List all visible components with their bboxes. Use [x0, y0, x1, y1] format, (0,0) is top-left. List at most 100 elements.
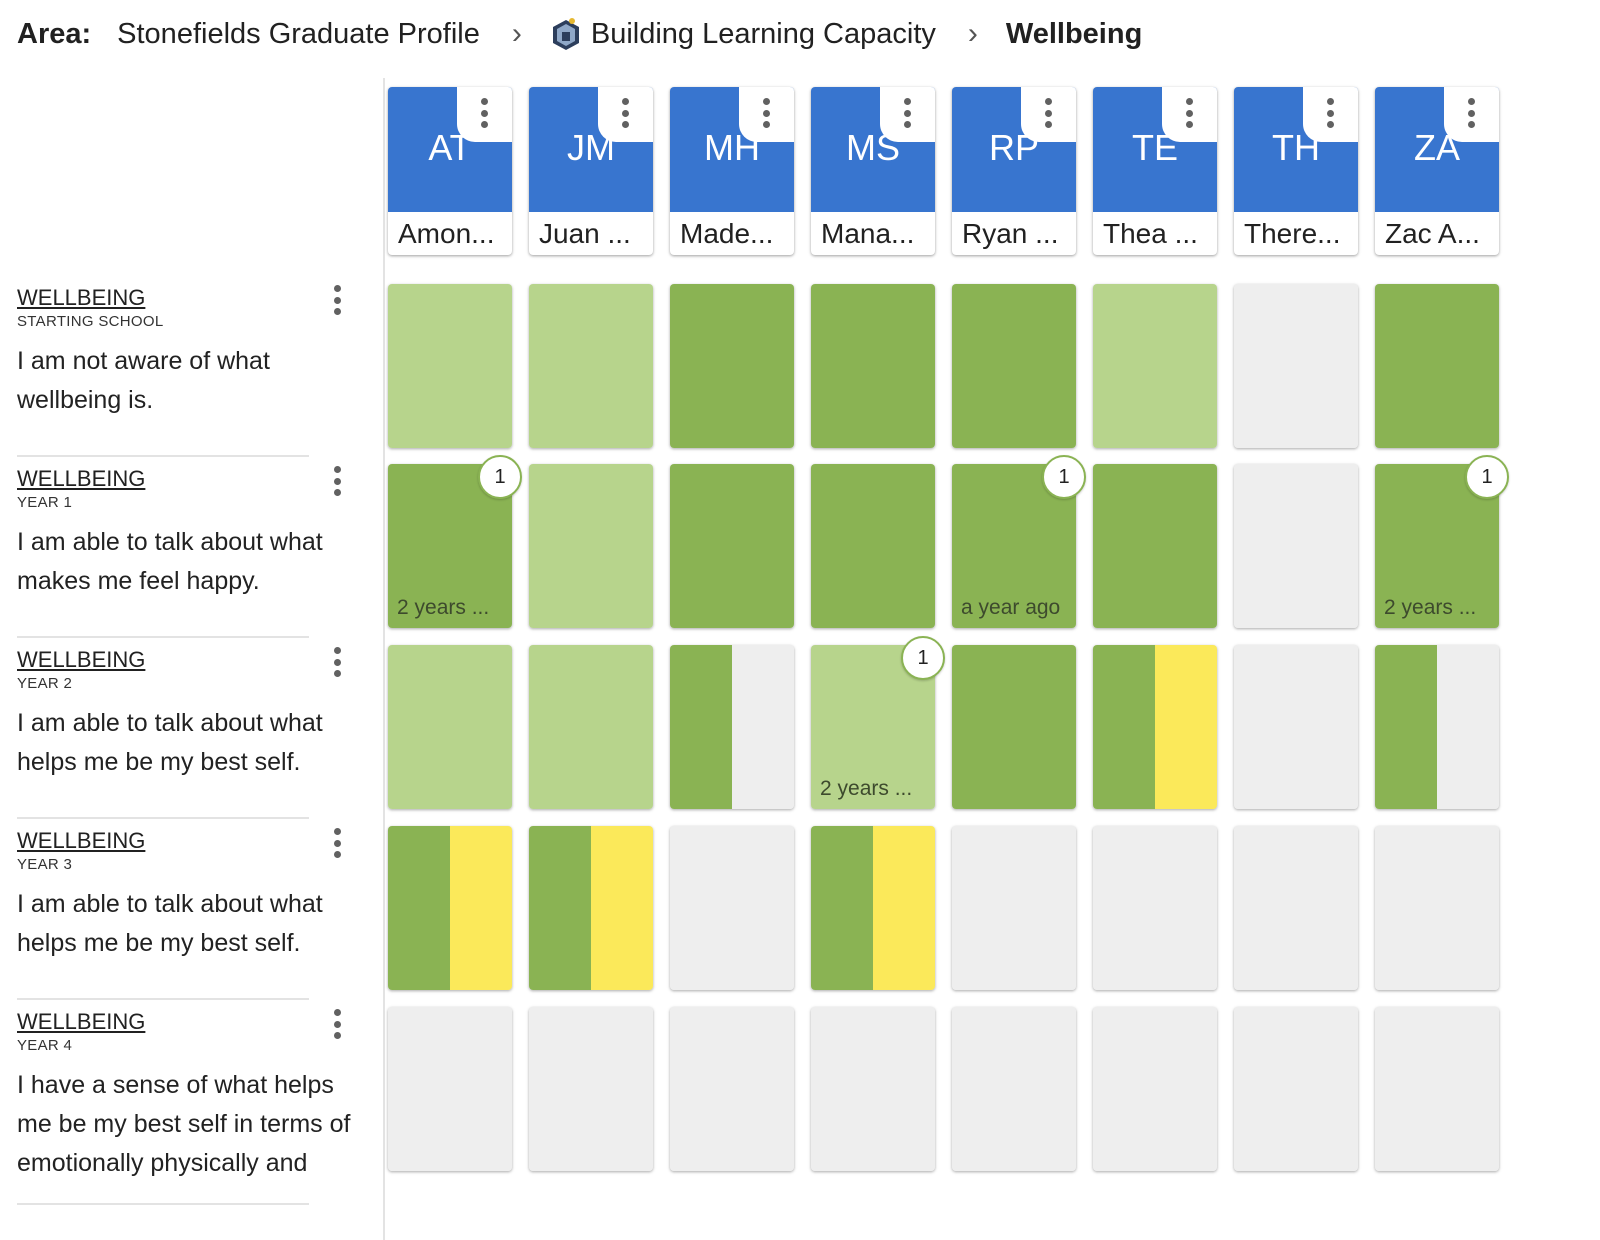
cell-fill-green-dark — [811, 284, 935, 448]
cell-fill-empty — [732, 645, 794, 809]
assessment-cell[interactable]: 2 years ... — [811, 645, 935, 809]
more-options-icon[interactable] — [474, 98, 494, 128]
student-card[interactable]: TH There... — [1234, 87, 1358, 255]
cell-fill-empty — [952, 826, 1076, 990]
student-card[interactable]: RP Ryan ... — [952, 87, 1076, 255]
assessment-cell[interactable] — [1093, 645, 1217, 809]
more-options-icon[interactable] — [327, 828, 347, 858]
assessment-cell[interactable] — [388, 645, 512, 809]
cell-timestamp: a year ago — [961, 596, 1061, 619]
cell-fill-empty — [1375, 826, 1499, 990]
row-description: I am able to talk about what helps me be… — [17, 890, 323, 957]
assessment-cell[interactable] — [1093, 464, 1217, 628]
assessment-cell[interactable] — [952, 645, 1076, 809]
cell-fill-empty — [1093, 826, 1217, 990]
row-title-link[interactable]: WELLBEING — [17, 828, 146, 853]
more-options-icon[interactable] — [897, 98, 917, 128]
cell-fill-green-dark — [1375, 645, 1437, 809]
row-title-link[interactable]: WELLBEING — [17, 466, 146, 491]
evidence-count-badge[interactable]: 1 — [901, 636, 945, 680]
assessment-cell[interactable] — [388, 284, 512, 448]
evidence-count-badge[interactable]: 1 — [478, 455, 522, 499]
assessment-cell[interactable] — [670, 645, 794, 809]
cell-fill-green-dark — [952, 645, 1076, 809]
assessment-cell[interactable] — [670, 826, 794, 990]
assessment-cell[interactable] — [529, 645, 653, 809]
column-divider — [383, 78, 385, 1240]
assessment-cell[interactable] — [1234, 284, 1358, 448]
assessment-cell[interactable] — [952, 1007, 1076, 1171]
student-card[interactable]: MS Mana... — [811, 87, 935, 255]
more-options-icon[interactable] — [1179, 98, 1199, 128]
assessment-cell[interactable] — [388, 826, 512, 990]
assessment-cell[interactable] — [1234, 1007, 1358, 1171]
more-options-icon[interactable] — [1461, 98, 1481, 128]
student-card[interactable]: ZA Zac A... — [1375, 87, 1499, 255]
breadcrumb-item-current: Wellbeing — [1005, 17, 1143, 50]
assessment-cell[interactable] — [811, 1007, 935, 1171]
cell-fill-empty — [1234, 284, 1358, 448]
assessment-cell[interactable] — [529, 284, 653, 448]
assessment-cell[interactable] — [1375, 284, 1499, 448]
more-options-icon[interactable] — [756, 98, 776, 128]
more-options-icon[interactable] — [327, 1009, 347, 1039]
row-title-link[interactable]: WELLBEING — [17, 647, 146, 672]
assessment-cell[interactable] — [1093, 1007, 1217, 1171]
assessment-cell[interactable] — [670, 284, 794, 448]
student-card[interactable]: AT Amon... — [388, 87, 512, 255]
more-options-icon[interactable] — [615, 98, 635, 128]
assessment-cell[interactable] — [952, 284, 1076, 448]
more-options-icon[interactable] — [327, 285, 347, 315]
cell-fill-green-dark — [670, 284, 794, 448]
cell-fill-green-light — [388, 284, 512, 448]
progression-row-label: WELLBEING YEAR 1 I am able to talk about w… — [17, 467, 362, 601]
student-card[interactable]: TE Thea ... — [1093, 87, 1217, 255]
evidence-count-badge[interactable]: 1 — [1042, 455, 1086, 499]
breadcrumb-item-graduate-profile[interactable]: Stonefields Graduate Profile — [117, 17, 480, 50]
student-card[interactable]: MH Made... — [670, 87, 794, 255]
assessment-cell[interactable] — [529, 826, 653, 990]
row-divider — [17, 998, 309, 1000]
assessment-cell[interactable] — [1093, 284, 1217, 448]
row-description: I have a sense of what helps me be my be… — [17, 1071, 351, 1177]
cell-fill-green-light — [529, 464, 653, 628]
assessment-cell[interactable] — [811, 464, 935, 628]
row-title-link[interactable]: WELLBEING — [17, 285, 146, 310]
row-level: YEAR 2 — [17, 675, 73, 692]
row-title-link[interactable]: WELLBEING — [17, 1009, 146, 1034]
student-card[interactable]: JM Juan ... — [529, 87, 653, 255]
assessment-cell[interactable] — [811, 826, 935, 990]
cell-fill-green-light — [1093, 284, 1217, 448]
more-options-icon[interactable] — [1038, 98, 1058, 128]
assessment-cell[interactable] — [1234, 826, 1358, 990]
assessment-cell[interactable] — [529, 464, 653, 628]
assessment-cell[interactable] — [388, 1007, 512, 1171]
student-name: Made... — [680, 218, 774, 249]
evidence-count-badge[interactable]: 1 — [1465, 455, 1509, 499]
assessment-cell[interactable] — [1093, 826, 1217, 990]
assessment-cell[interactable] — [1375, 826, 1499, 990]
breadcrumb-item-building-learning-capacity[interactable]: Building Learning Capacity — [590, 17, 936, 50]
cell-fill-empty — [670, 826, 794, 990]
row-divider — [17, 455, 309, 457]
assessment-cell[interactable] — [811, 284, 935, 448]
more-options-icon[interactable] — [327, 466, 347, 496]
more-options-icon[interactable] — [1320, 98, 1340, 128]
more-options-icon[interactable] — [327, 647, 347, 677]
assessment-cell[interactable] — [1375, 645, 1499, 809]
cell-fill-empty — [529, 1007, 653, 1171]
row-level: YEAR 1 — [17, 494, 73, 511]
cell-fill-green-dark — [811, 464, 935, 628]
assessment-cell[interactable] — [529, 1007, 653, 1171]
assessment-cell[interactable] — [670, 1007, 794, 1171]
cell-fill-empty — [670, 1007, 794, 1171]
assessment-cell[interactable] — [952, 826, 1076, 990]
cell-fill-green-dark — [670, 464, 794, 628]
assessment-cell[interactable] — [1375, 1007, 1499, 1171]
assessment-cell[interactable]: 2 years ... — [1375, 464, 1499, 628]
cell-fill-green-dark — [388, 826, 450, 990]
assessment-cell[interactable] — [1234, 464, 1358, 628]
assessment-cell[interactable] — [1234, 645, 1358, 809]
assessment-cell[interactable] — [670, 464, 794, 628]
student-name: Thea ... — [1103, 218, 1198, 249]
